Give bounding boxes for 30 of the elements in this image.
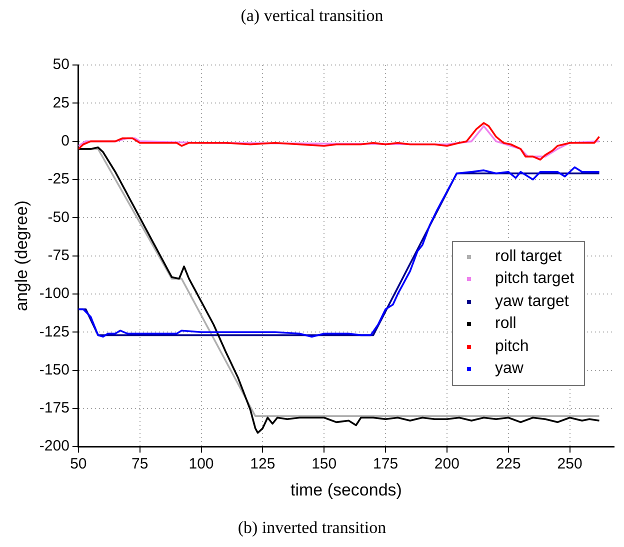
y-tick-label: -100 — [39, 285, 70, 302]
y-tick-label: 50 — [52, 56, 70, 74]
y-tick-label: 0 — [61, 132, 70, 150]
x-tick-label: 175 — [373, 456, 398, 473]
x-tick-label: 225 — [496, 456, 521, 473]
x-tick-label: 150 — [312, 456, 337, 473]
x-axis-title: time (seconds) — [290, 480, 402, 500]
x-tick-label: 250 — [557, 456, 582, 473]
legend-label: pitch — [495, 338, 529, 356]
y-tick-label: -175 — [39, 400, 70, 417]
y-tick-label: -25 — [48, 170, 70, 188]
legend-label: roll target — [495, 248, 562, 266]
text: (b) inverted transition — [236, 518, 388, 538]
legend-label: yaw — [495, 360, 524, 378]
legend-label: yaw target — [495, 292, 569, 311]
y-tick-label: 25 — [52, 94, 70, 112]
y-tick-label: -125 — [39, 323, 70, 340]
x-tick-label: 100 — [188, 456, 214, 473]
x-tick-label: 125 — [250, 456, 276, 473]
y-tick-label: -200 — [39, 438, 70, 455]
legend-label: pitch target — [495, 270, 574, 288]
chart-title: (a) vertical transition — [240, 6, 384, 26]
y-tick-label: -75 — [48, 246, 70, 264]
x-tick-label: 50 — [70, 456, 87, 473]
x-tick-label: 200 — [434, 456, 460, 473]
y-tick-label: -50 — [48, 208, 70, 226]
y-tick-label: -150 — [39, 361, 70, 378]
legend-label: roll — [495, 315, 516, 334]
x-tick-label: 75 — [132, 456, 148, 473]
y-axis-title: angle (degree) — [12, 200, 31, 312]
